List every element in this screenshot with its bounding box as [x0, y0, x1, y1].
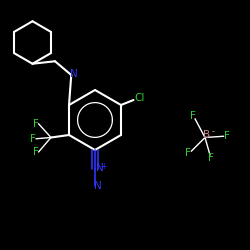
Text: N: N — [96, 163, 104, 173]
Text: F: F — [224, 131, 230, 141]
Text: B: B — [204, 130, 210, 140]
Text: -: - — [212, 128, 214, 136]
Text: N: N — [70, 69, 78, 79]
Text: N: N — [94, 181, 102, 191]
Text: Cl: Cl — [134, 93, 145, 103]
Text: F: F — [185, 148, 191, 158]
Text: F: F — [208, 153, 214, 163]
Text: F: F — [30, 134, 36, 144]
Text: F: F — [190, 111, 196, 121]
Text: F: F — [32, 119, 38, 129]
Text: +: + — [100, 162, 106, 171]
Text: F: F — [32, 147, 38, 157]
